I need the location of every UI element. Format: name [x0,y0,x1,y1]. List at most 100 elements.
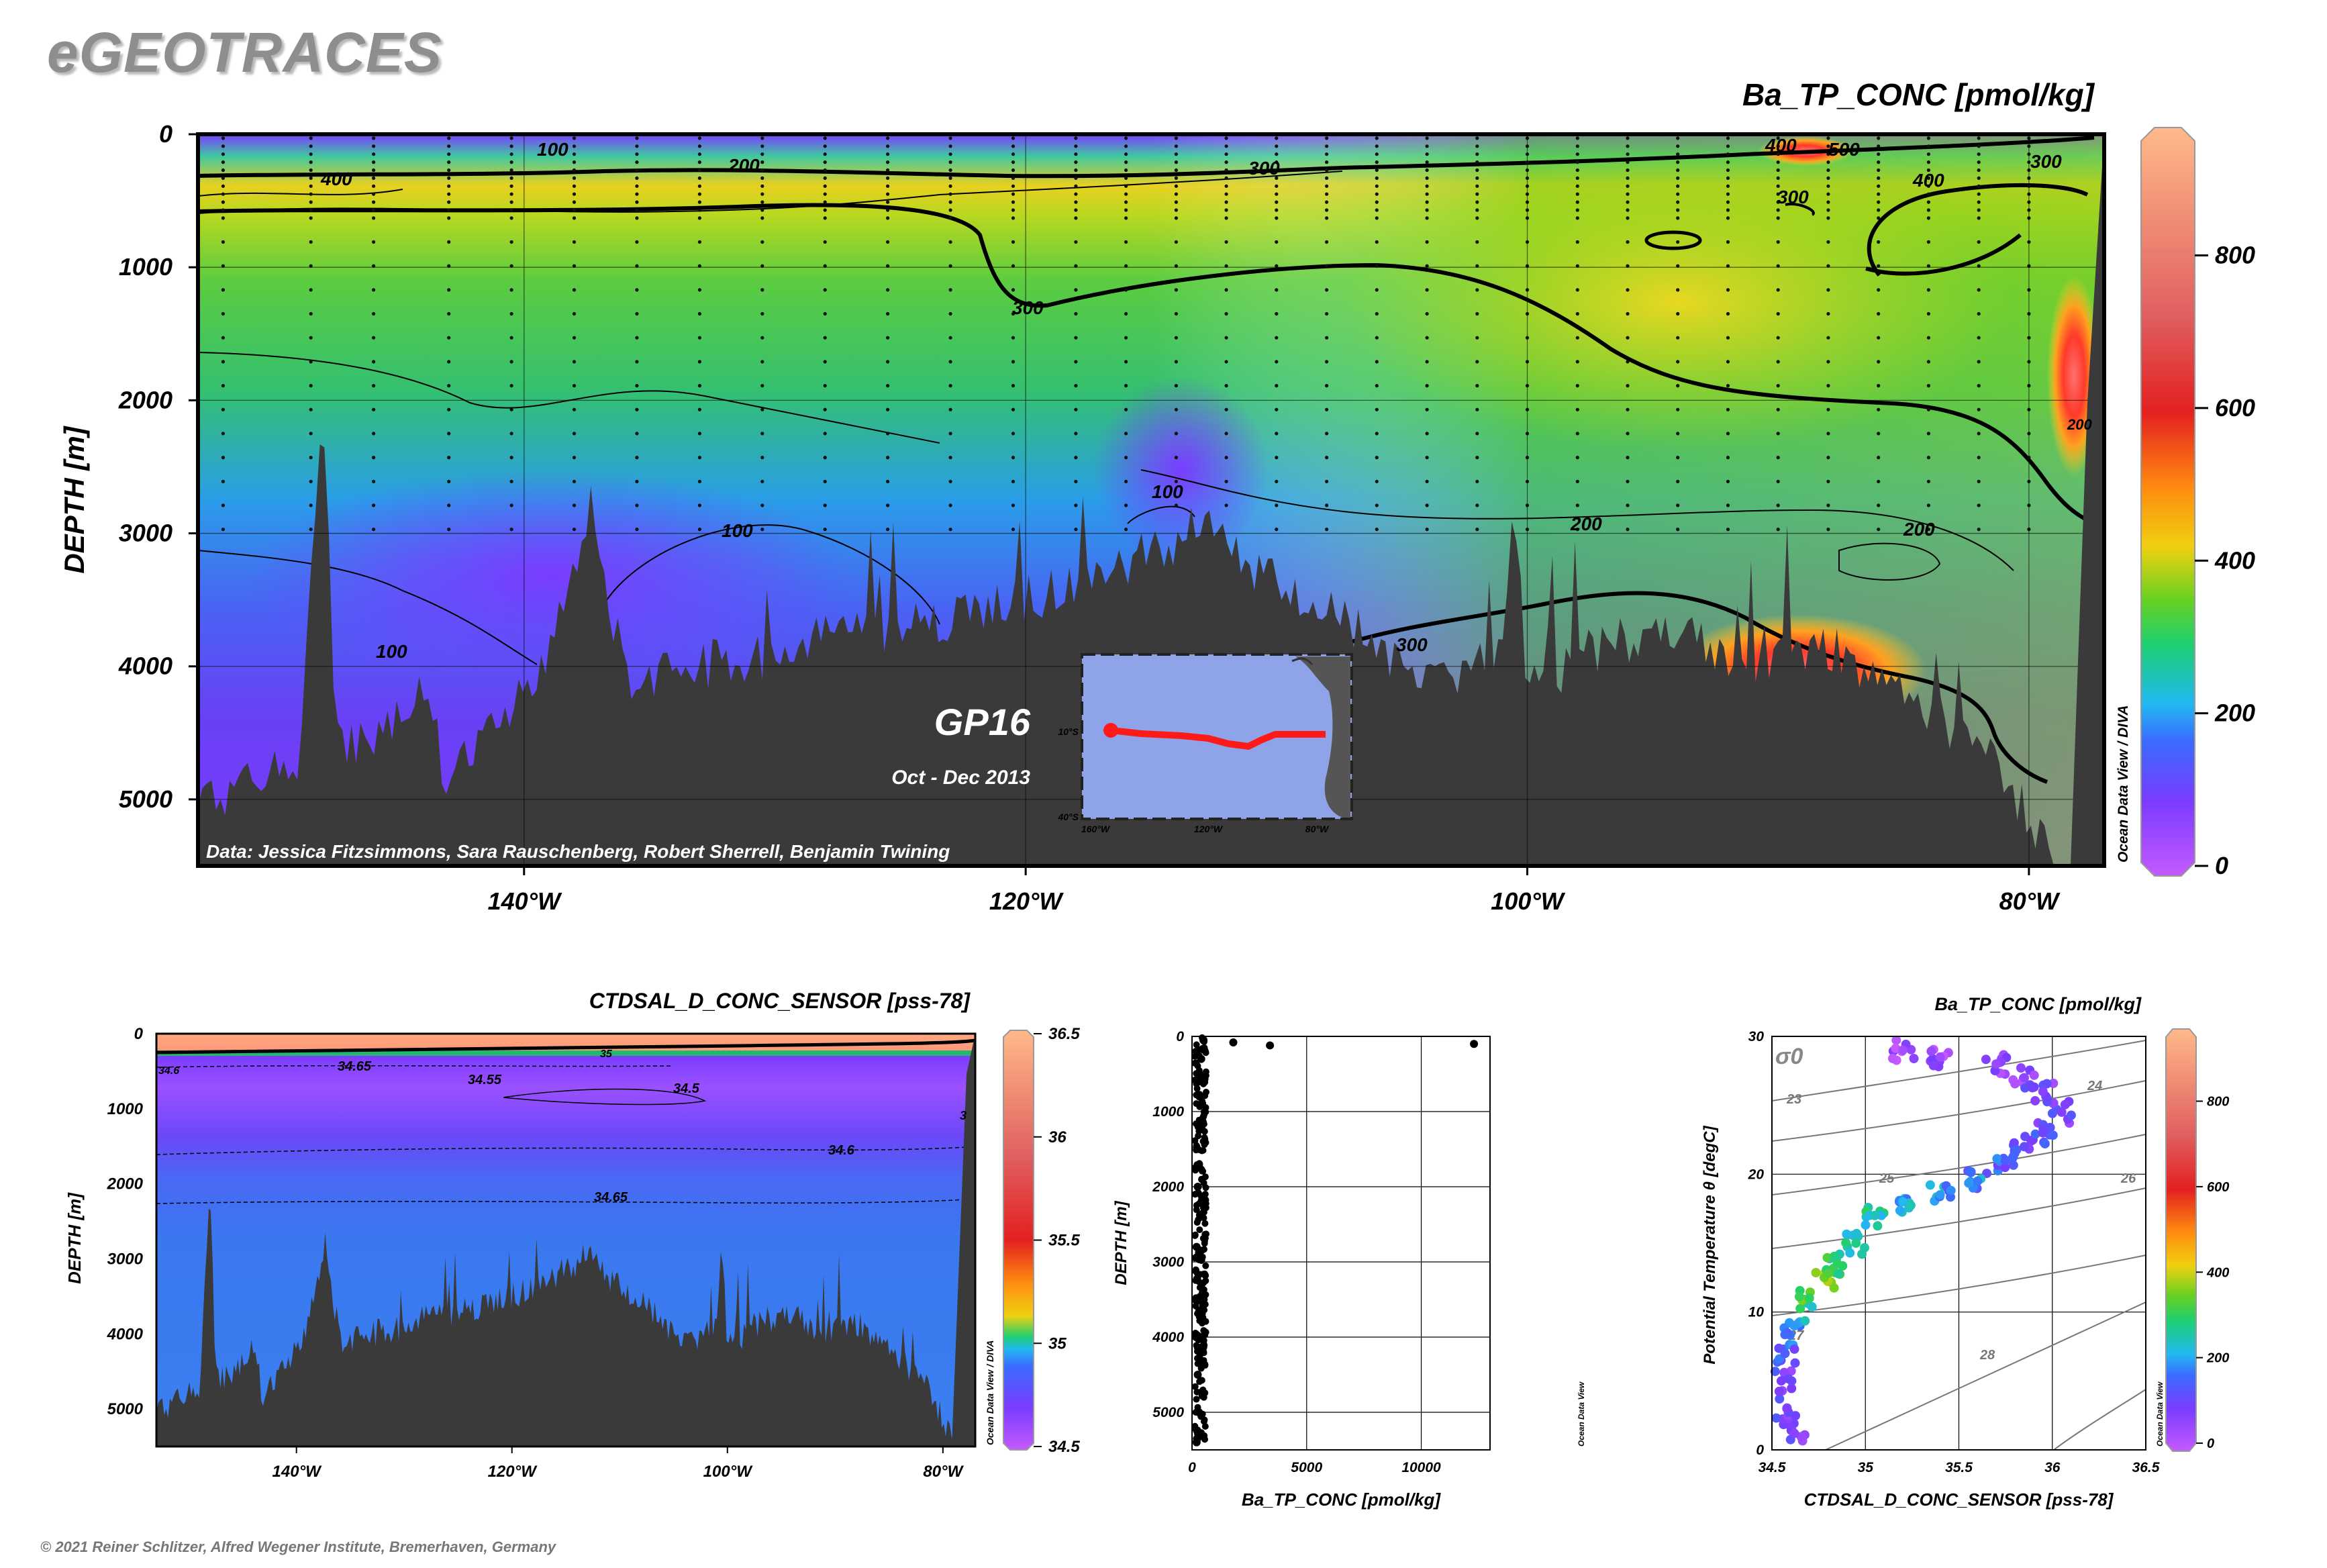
profile-point [1193,1297,1200,1304]
sample-dot [1224,136,1228,140]
sample-dot [1425,144,1429,148]
sample-dot [1224,216,1228,220]
sample-dot [886,208,890,212]
sample-dot [697,240,701,244]
sample-dot [1375,216,1379,220]
sample-dot [1626,311,1630,316]
ts-point [2042,1093,2052,1104]
sample-dot [221,216,225,220]
y-tick-label: 5000 [1152,1405,1184,1420]
sample-dot [447,176,451,180]
sample-dot [309,456,313,460]
sample-dot [1224,152,1228,156]
sample-dot [1726,311,1730,316]
isopycnal-label: 25 [1879,1171,1895,1186]
sample-dot [760,384,764,388]
sample-dot [948,407,952,411]
profile-point [1199,1115,1206,1122]
ts-ylabel: Potential Temperature θ [degC] [1701,1125,1719,1364]
sample-dot [572,160,577,164]
sample-dot [948,192,952,196]
profile-point [1197,1247,1205,1255]
ts-watermark: Ocean Data View [2155,1381,2165,1447]
main-section-plot: 100 200 300 400 400 500 300 400 300 300 … [58,77,2255,915]
sample-dot [1676,136,1680,140]
sample-dot [1826,503,1830,507]
y-tick-label: 2000 [1152,1179,1184,1195]
sample-dot [447,503,451,507]
sample-dot [1575,503,1579,507]
sample-dot [447,152,451,156]
sample-dot [1977,216,1981,220]
ts-point [2030,1129,2040,1139]
sample-dot [1425,216,1429,220]
sample-dot [1776,160,1780,164]
sample-dot [309,479,313,483]
sample-dot [372,360,376,364]
profile-watermark: Ocean Data View [1577,1381,1586,1447]
x-tick-label: 36 [2044,1460,2061,1475]
y-tick-label: 5000 [119,785,172,813]
sample-dot [1425,311,1429,316]
sample-dot [948,216,952,220]
sample-dot [372,264,376,268]
main-frame [196,132,2106,868]
sample-dot [1676,176,1680,180]
sample-dot [1275,136,1279,140]
sample-dot [1375,311,1379,316]
sample-dot [309,184,313,188]
salinity-colorbar-ticks: 36.5 36 35.5 35 34.5 [1034,1025,1080,1456]
ts-point [1780,1349,1790,1359]
sample-dot [635,216,639,220]
sample-dot [572,479,577,483]
sample-dot [1877,479,1881,483]
sample-dot [1174,200,1178,204]
sample-dot [1877,360,1881,364]
main-contour-labels: 100 200 300 400 400 500 300 400 300 300 … [320,135,2092,662]
sample-dot [221,336,225,340]
sample-dot [1174,152,1178,156]
ts-point [1928,1061,1938,1071]
sample-dot [948,208,952,212]
sample-dot [1011,216,1016,220]
ts-point [2030,1095,2040,1106]
sample-dot [509,384,513,388]
profile-point [1201,1416,1208,1424]
sample-dot [635,184,639,188]
sample-dot [948,240,952,244]
sample-dot [1826,432,1830,436]
sample-dot [1626,216,1630,220]
sample-dot [760,288,764,292]
sample-dot [635,288,639,292]
profile-point [1193,1219,1201,1226]
sample-dot [1124,216,1128,220]
sample-dot [823,216,827,220]
sample-dot [886,479,890,483]
sample-dot [1977,528,1981,532]
sample-dot [1726,192,1730,196]
sample-dot [1325,200,1329,204]
sample-dot [1926,456,1930,460]
ts-point [1857,1249,1867,1259]
sample-dot [372,136,376,140]
sample-dot [1626,288,1630,292]
sample-dot [309,144,313,148]
contour-label: 300 [2030,151,2062,172]
y-tick-label: 2000 [118,386,172,413]
sample-dot [1124,168,1128,173]
sample-dot [760,479,764,483]
sample-dot [447,432,451,436]
sample-dot [1826,479,1830,483]
y-tick-label: 20 [1748,1167,1765,1182]
sample-dot [1877,456,1881,460]
sample-dot [572,336,577,340]
sample-dot [309,160,313,164]
sample-dot [1011,503,1016,507]
sample-dot [447,208,451,212]
sample-dot [1877,168,1881,173]
sample-dot [1877,432,1881,436]
sample-dot [1776,176,1780,180]
sample-dot [1776,144,1780,148]
inset-lon-label: 120°W [1194,824,1224,834]
sample-dot [1877,144,1881,148]
